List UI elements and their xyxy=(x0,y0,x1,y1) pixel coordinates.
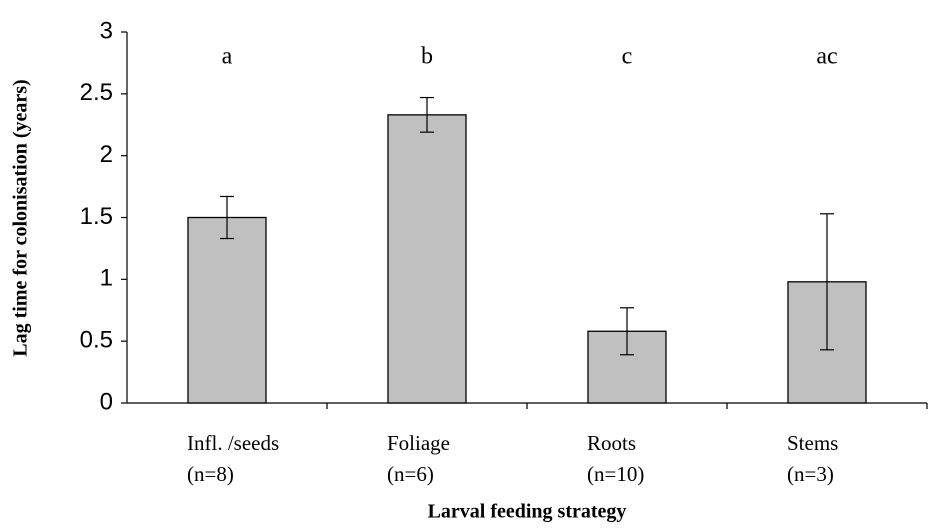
error-bar xyxy=(220,195,234,240)
x-tick-label: Stems xyxy=(787,431,838,455)
y-axis-label: Lag time for colonisation (years) xyxy=(10,79,32,356)
y-tick-label: 2 xyxy=(100,141,113,168)
x-tick-label: Roots xyxy=(587,431,636,455)
x-tick-label: Infl. /seeds xyxy=(187,431,279,455)
y-tick-label: 0.5 xyxy=(80,327,113,354)
y-tick-label: 0 xyxy=(100,388,113,415)
sample-size-label: (n=3) xyxy=(787,462,834,486)
y-tick-label: 3 xyxy=(100,17,113,44)
sample-size-label: (n=8) xyxy=(187,462,234,486)
significance-label: c xyxy=(622,44,633,70)
sample-size-label: (n=6) xyxy=(387,462,434,486)
error-bar xyxy=(420,96,434,133)
bar xyxy=(387,114,467,404)
y-tick-label: 1 xyxy=(100,265,113,292)
x-tick-label: Foliage xyxy=(387,431,450,455)
significance-label: b xyxy=(421,44,433,70)
y-tick-label: 1.5 xyxy=(80,203,113,230)
error-bar xyxy=(620,307,634,356)
y-tick-label: 2.5 xyxy=(80,79,113,106)
significance-label: ac xyxy=(816,44,837,70)
bar xyxy=(187,216,267,404)
sample-size-label: (n=10) xyxy=(587,462,644,486)
error-bar xyxy=(820,213,834,351)
x-axis-label: Larval feeding strategy xyxy=(428,501,627,523)
significance-label: a xyxy=(222,44,233,70)
